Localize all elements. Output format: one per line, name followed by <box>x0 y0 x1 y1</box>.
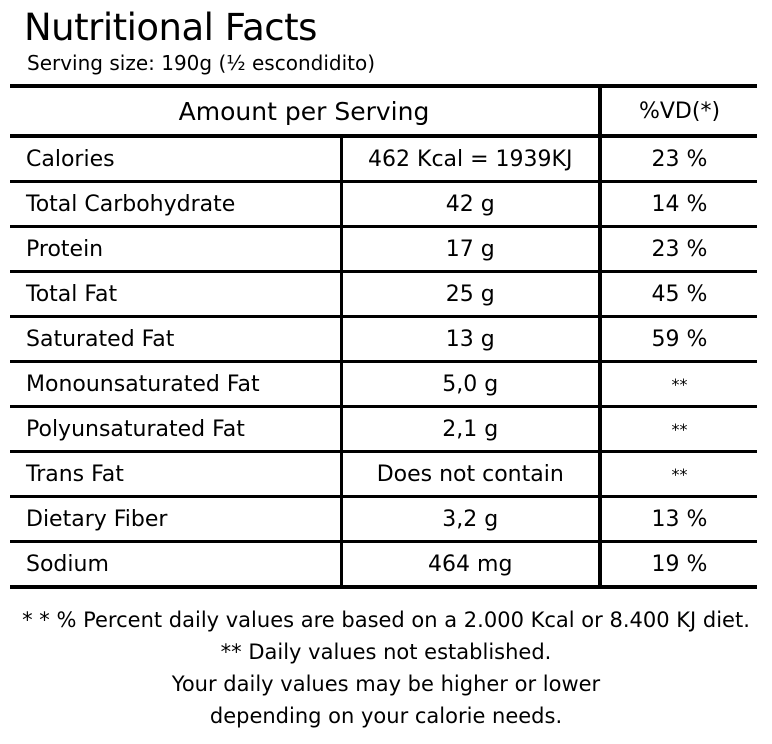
nutrient-name: Sodium <box>10 541 343 589</box>
nutrient-amount: 5,0 g <box>341 361 602 408</box>
serving-size: Serving size: 190g (½ escondidito) <box>27 51 376 75</box>
nutrition-table-container: Amount per Serving %VD(*) Calories 462 K… <box>10 84 757 589</box>
header-daily-value: %VD(*) <box>600 84 757 138</box>
nutrient-name: Calories <box>10 136 343 183</box>
page-title: Nutritional Facts <box>24 6 317 49</box>
nutrient-daily-value: 23 % <box>600 226 757 273</box>
table-row: Total Carbohydrate 42 g 14 % <box>10 181 757 228</box>
table-row: Monounsaturated Fat 5,0 g ** <box>10 361 757 408</box>
table-row: Dietary Fiber 3,2 g 13 % <box>10 496 757 543</box>
nutrient-name: Saturated Fat <box>10 316 343 363</box>
table-row: Saturated Fat 13 g 59 % <box>10 316 757 363</box>
table-row: Trans Fat Does not contain ** <box>10 451 757 498</box>
nutrient-name: Monounsaturated Fat <box>10 361 343 408</box>
table-header-row: Amount per Serving %VD(*) <box>10 84 757 138</box>
nutrient-amount: 3,2 g <box>341 496 602 543</box>
nutrient-daily-value: 19 % <box>600 541 757 589</box>
footnote-daily-values-basis: * * % Percent daily values are based on … <box>22 608 750 632</box>
nutrient-amount: 42 g <box>341 181 602 228</box>
nutrient-amount: 464 mg <box>341 541 602 589</box>
nutrient-name: Trans Fat <box>10 451 343 498</box>
nutrient-amount: 25 g <box>341 271 602 318</box>
nutrient-amount: 2,1 g <box>341 406 602 453</box>
nutrient-name: Total Fat <box>10 271 343 318</box>
footnote-calorie-needs: depending on your calorie needs. <box>209 704 563 728</box>
nutrient-daily-value: 45 % <box>600 271 757 318</box>
nutrient-amount: Does not contain <box>341 451 602 498</box>
nutrient-daily-value: 13 % <box>600 496 757 543</box>
nutrient-amount: 17 g <box>341 226 602 273</box>
table-row: Calories 462 Kcal = 1939KJ 23 % <box>10 136 757 183</box>
footnote-higher-lower: Your daily values may be higher or lower <box>171 672 601 696</box>
nutrient-daily-value: ** <box>600 406 757 453</box>
nutrition-table: Amount per Serving %VD(*) Calories 462 K… <box>10 84 757 589</box>
nutrient-daily-value: 23 % <box>600 136 757 183</box>
table-row: Polyunsaturated Fat 2,1 g ** <box>10 406 757 453</box>
nutrient-daily-value: ** <box>600 451 757 498</box>
footnote-not-established: ** Daily values not established. <box>220 640 552 664</box>
nutrient-daily-value: ** <box>600 361 757 408</box>
nutrient-amount: 13 g <box>341 316 602 363</box>
table-row: Protein 17 g 23 % <box>10 226 757 273</box>
header-amount-per-serving: Amount per Serving <box>10 84 602 138</box>
nutrient-name: Total Carbohydrate <box>10 181 343 228</box>
nutrient-daily-value: 14 % <box>600 181 757 228</box>
nutrient-name: Polyunsaturated Fat <box>10 406 343 453</box>
nutrient-name: Dietary Fiber <box>10 496 343 543</box>
nutrient-name: Protein <box>10 226 343 273</box>
nutrient-amount: 462 Kcal = 1939KJ <box>341 136 602 183</box>
footnotes: * * % Percent daily values are based on … <box>0 604 772 732</box>
table-row: Sodium 464 mg 19 % <box>10 541 757 589</box>
table-row: Total Fat 25 g 45 % <box>10 271 757 318</box>
nutrient-daily-value: 59 % <box>600 316 757 363</box>
